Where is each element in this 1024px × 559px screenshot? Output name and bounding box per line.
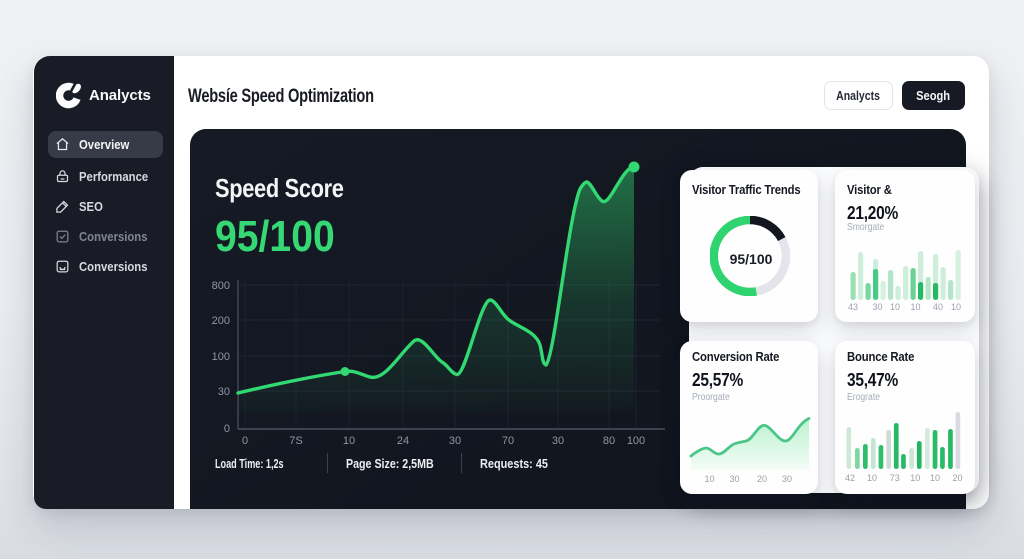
svg-text:10: 10 [951, 302, 961, 312]
svg-text:40: 40 [933, 302, 943, 312]
svg-text:73: 73 [890, 473, 900, 483]
svg-text:0: 0 [224, 423, 230, 435]
svg-text:200: 200 [212, 315, 230, 327]
svg-text:10: 10 [704, 474, 714, 484]
svg-text:10: 10 [867, 473, 877, 483]
svg-text:10: 10 [343, 435, 355, 447]
svg-text:30: 30 [449, 435, 461, 447]
svg-text:10: 10 [930, 473, 940, 483]
svg-text:100: 100 [627, 435, 645, 447]
svg-text:30: 30 [729, 474, 739, 484]
svg-text:80: 80 [603, 435, 615, 447]
svg-text:20: 20 [952, 473, 962, 483]
svg-text:30: 30 [218, 386, 230, 398]
svg-text:43: 43 [848, 302, 858, 312]
svg-text:24: 24 [397, 435, 409, 447]
svg-text:0: 0 [242, 435, 248, 447]
svg-text:30: 30 [872, 302, 882, 312]
svg-text:30: 30 [552, 435, 564, 447]
svg-text:100: 100 [212, 351, 230, 363]
svg-text:7S: 7S [289, 435, 302, 447]
svg-text:70: 70 [502, 435, 514, 447]
svg-text:42: 42 [845, 473, 855, 483]
svg-text:10: 10 [910, 473, 920, 483]
svg-text:10: 10 [890, 302, 900, 312]
svg-text:20: 20 [757, 474, 767, 484]
svg-text:30: 30 [782, 474, 792, 484]
svg-text:800: 800 [212, 280, 230, 292]
svg-text:10: 10 [910, 302, 920, 312]
